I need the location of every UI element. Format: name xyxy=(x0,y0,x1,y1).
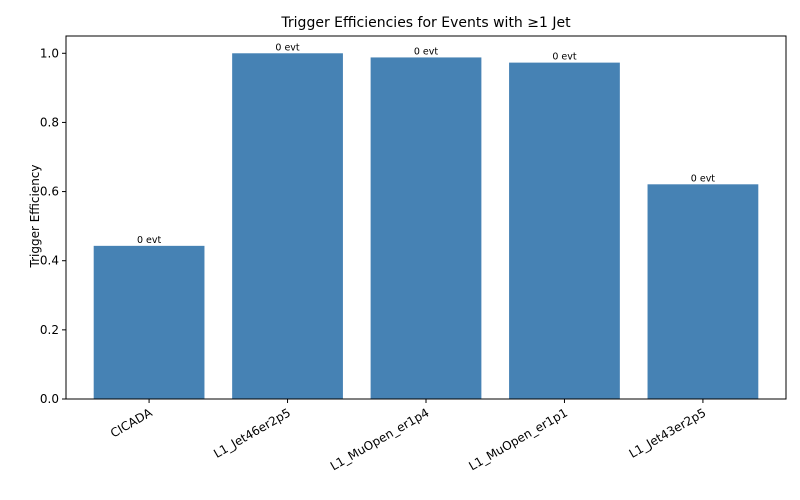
bar-l1-muopen-er1p1 xyxy=(509,62,620,400)
bar-l1-jet46er2p5 xyxy=(232,53,343,400)
y-axis: 0.0 0.2 0.4 0.6 0.8 1.0 xyxy=(40,46,66,406)
x-tick-label: L1_Jet43er2p5 xyxy=(627,405,709,460)
y-tick-label: 0.6 xyxy=(40,185,59,199)
bar-l1-muopen-er1p4 xyxy=(370,57,482,399)
x-tick-label: L1_MuOpen_er1p1 xyxy=(466,405,570,473)
plot-frame xyxy=(65,35,787,400)
y-tick-label: 0.4 xyxy=(40,254,59,268)
chart-title: Trigger Efficiencies for Events with ≥1 … xyxy=(280,15,571,31)
y-axis-title: Trigger Efficiency xyxy=(28,164,42,268)
y-tick-label: 0.2 xyxy=(40,323,59,337)
bar-cicada xyxy=(93,245,205,399)
x-tick-label: L1_Jet46er2p5 xyxy=(211,405,293,460)
bar-value-label: 0 evt xyxy=(691,173,716,184)
bars-group xyxy=(93,53,759,400)
bar-value-label: 0 evt xyxy=(137,235,162,246)
y-tick-label: 0.8 xyxy=(40,115,59,129)
y-tick-label: 1.0 xyxy=(40,46,59,60)
bar-l1-jet43er2p5 xyxy=(647,184,759,399)
x-tick-label: L1_MuOpen_er1p4 xyxy=(328,405,432,473)
x-tick-label: CICADA xyxy=(108,405,155,440)
bar-labels-group: 0 evt 0 evt 0 evt 0 evt 0 evt xyxy=(137,42,715,246)
bar-value-label: 0 evt xyxy=(414,46,439,57)
y-tick-label: 0.0 xyxy=(40,392,59,406)
bar-value-label: 0 evt xyxy=(275,42,300,53)
bar-value-label: 0 evt xyxy=(552,52,577,63)
x-axis: CICADA L1_Jet46er2p5 L1_MuOpen_er1p4 L1_MuO… xyxy=(108,399,708,473)
